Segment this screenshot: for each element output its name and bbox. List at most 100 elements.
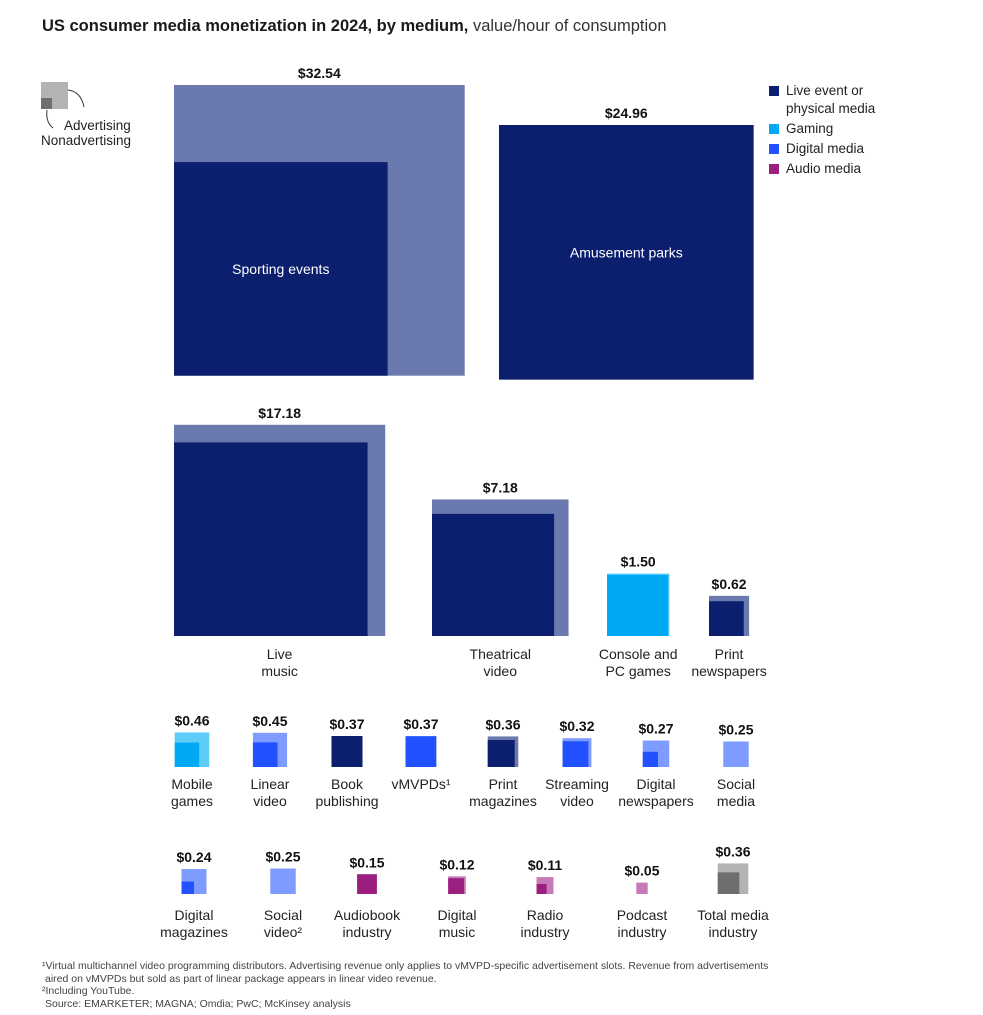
square-nonadvertising-audiobook-industry [357, 874, 377, 894]
category-label-console-and-pc-games: Console and [599, 646, 678, 662]
chart-title: US consumer media monetization in 2024, … [42, 17, 667, 36]
category-label-print-newspapers: Print [715, 646, 744, 662]
value-label-print-newspapers: $0.62 [712, 576, 747, 592]
value-label-book-publishing: $0.37 [329, 716, 364, 732]
category-label-linear-video: Linear [251, 776, 290, 792]
category-label-total-media-industry-line2: industry [708, 924, 757, 940]
key-nonadvertising-pointer [46, 109, 54, 129]
category-label-social-media-line2: media [717, 793, 755, 809]
footnote-1: ¹Virtual multichannel video programming … [42, 960, 769, 972]
legend-item-live-event: Live event or physical media [769, 82, 886, 118]
value-label-print-magazines: $0.36 [485, 716, 520, 732]
square-nonadvertising-print-newspapers [709, 601, 744, 636]
key-nonadvertising-square [41, 98, 52, 109]
category-label-streaming-video-line2: video [560, 793, 594, 809]
legend-label-digital: Digital media [786, 141, 865, 156]
square-podcast-industry [636, 882, 648, 894]
key-advertising-pointer [67, 89, 85, 108]
category-label-vmvpds: vMVPDs¹ [391, 776, 450, 792]
square-social-video [270, 868, 296, 894]
category-label-mobile-games: Mobile [171, 776, 212, 792]
value-label-mobile-games: $0.46 [174, 712, 209, 728]
footnote-source: Source: EMARKETER; MAGNA; Omdia; PwC; Mc… [45, 997, 351, 1010]
footnote-1-cont: aired on vMVPDs but sold as part of line… [45, 972, 437, 985]
category-label-print-magazines: Print [489, 776, 518, 792]
category-label-radio-industry: Radio [527, 907, 564, 923]
category-label-podcast-industry-line2: industry [617, 924, 666, 940]
category-label-streaming-video: Streaming [545, 776, 609, 792]
value-label-console-and-pc-games: $1.50 [621, 554, 656, 570]
category-label-theatrical-video: Theatrical [470, 646, 531, 662]
legend-item-audio: Audio media [769, 160, 886, 178]
category-label-digital-newspapers: Digital [637, 776, 676, 792]
square-nonadvertising-amusement-parks [499, 125, 754, 380]
footnotes: ¹Virtual multichannel video programming … [42, 960, 768, 1010]
advertising-key: Advertising Nonadvertising [41, 82, 161, 152]
legend-label-live-event: Live event or physical media [786, 83, 876, 116]
value-label-sporting-events: $32.54 [298, 65, 341, 81]
square-nonadvertising-console-and-pc-games [607, 574, 669, 636]
key-advertising-label: Advertising [64, 118, 131, 133]
key-graphic [41, 82, 85, 129]
value-label-social-media: $0.25 [718, 722, 753, 738]
title-main: US consumer media monetization in 2024, … [42, 17, 469, 35]
square-nonadvertising-book-publishing [331, 736, 363, 767]
category-label-mobile-games-line2: games [171, 793, 213, 809]
value-label-amusement-parks: $24.96 [605, 105, 648, 121]
title-subtitle: value/hour of consumption [472, 17, 667, 35]
square-nonadvertising-print-magazines [487, 739, 515, 767]
value-label-podcast-industry: $0.05 [624, 863, 659, 879]
legend-label-audio: Audio media [786, 161, 862, 176]
chart-area: $32.54 Sporting events $24.96 Amusement par… [160, 65, 769, 940]
category-label-live-music-line2: music [261, 663, 298, 679]
category-label-live-music: Live [267, 646, 293, 662]
legend-item-digital: Digital media [769, 140, 886, 158]
category-label-digital-music: Digital [438, 907, 477, 923]
category-label-radio-industry-line2: industry [520, 924, 569, 940]
square-nonadvertising-digital-music [448, 878, 464, 894]
category-label-audiobook-industry: Audiobook [334, 907, 401, 923]
square-nonadvertising-total-media-industry [717, 872, 740, 894]
value-label-theatrical-video: $7.18 [483, 479, 518, 495]
value-label-audiobook-industry: $0.15 [349, 854, 384, 870]
square-nonadvertising-streaming-video [562, 741, 589, 767]
value-label-digital-music: $0.12 [439, 856, 474, 872]
value-label-digital-magazines: $0.24 [176, 849, 211, 865]
legend-item-gaming: Gaming [769, 120, 886, 138]
category-label-total-media-industry: Total media [697, 907, 769, 923]
category-label-social-media: Social [717, 776, 755, 792]
category-label-print-magazines-line2: magazines [469, 793, 537, 809]
category-label-digital-magazines-line2: magazines [160, 924, 228, 940]
category-label-amusement-parks: Amusement parks [570, 244, 683, 260]
category-label-print-newspapers-line2: newspapers [691, 663, 767, 679]
square-nonadvertising-digital-magazines [181, 881, 194, 894]
square-nonadvertising-digital-newspapers [642, 751, 658, 767]
category-label-social-video: Social [264, 907, 302, 923]
legend-swatch-digital [769, 144, 779, 154]
square-social-media [723, 741, 749, 767]
legend-swatch-live-event [769, 86, 779, 96]
square-nonadvertising-sporting-events [174, 162, 388, 376]
legend-label-gaming: Gaming [786, 121, 834, 136]
square-nonadvertising-vmvpds [405, 736, 437, 767]
value-label-linear-video: $0.45 [252, 713, 287, 729]
square-nonadvertising-mobile-games [174, 742, 200, 767]
square-nonadvertising-live-music [174, 442, 368, 636]
square-nonadvertising-radio-industry [536, 884, 547, 894]
category-label-theatrical-video-line2: video [484, 663, 518, 679]
legend-swatch-gaming [769, 124, 779, 134]
footnote-2: ²Including YouTube. [42, 985, 135, 998]
key-nonadvertising-label: Nonadvertising [41, 133, 132, 148]
value-label-social-video: $0.25 [265, 849, 300, 865]
category-label-digital-magazines: Digital [175, 907, 214, 923]
value-label-digital-newspapers: $0.27 [638, 721, 673, 737]
square-nonadvertising-linear-video [252, 742, 278, 767]
category-label-console-and-pc-games-line2: PC games [606, 663, 671, 679]
category-label-social-video-line2: video² [264, 924, 302, 940]
legend: Live event or physical media Gaming Digi… [769, 82, 886, 180]
value-label-total-media-industry: $0.36 [715, 843, 750, 859]
square-nonadvertising-theatrical-video [432, 513, 555, 636]
category-label-book-publishing: Book [331, 776, 364, 792]
value-label-vmvpds: $0.37 [403, 716, 438, 732]
category-label-book-publishing-line2: publishing [315, 793, 378, 809]
